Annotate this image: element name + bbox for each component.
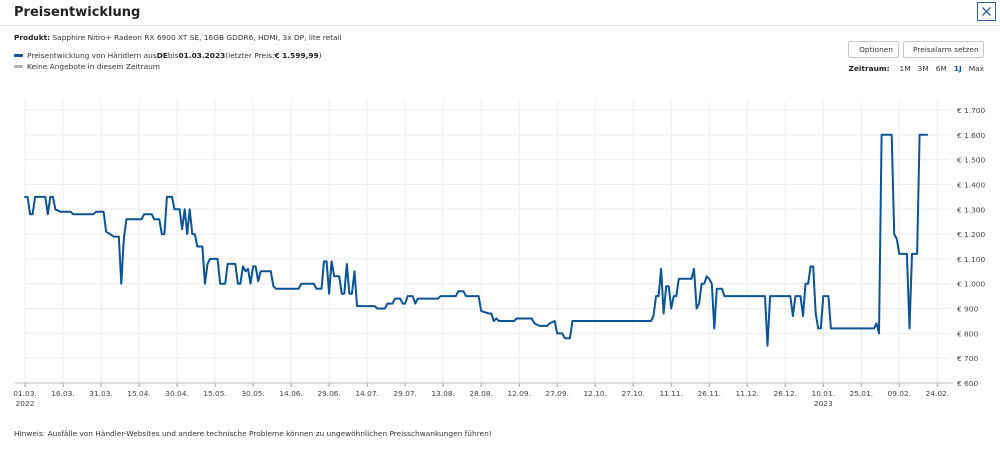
x-tick-label: 26.12.: [774, 389, 798, 398]
x-tick-label: 29.06.: [317, 389, 341, 398]
x-tick-label: 15.04.: [127, 389, 151, 398]
price-chart: € 600 € 700 € 800 € 900 € 1.000 € 1.100 € 1.20…: [13, 100, 986, 408]
price-series-line: [24, 133, 929, 347]
range-option-6m[interactable]: 6M: [935, 64, 947, 73]
options-label: Optionen: [859, 45, 893, 54]
dialog-title: Preisentwicklung: [14, 5, 141, 20]
y-tick-label: € 1.700: [957, 106, 986, 115]
legend-no-offers-text: Keine Angebote in diesem Zeitraum: [27, 62, 160, 71]
options-button[interactable]: Optionen: [848, 41, 899, 58]
x-tick-label: 01.03.: [13, 389, 37, 398]
x-tick-label: 30.04.: [165, 389, 189, 398]
x-tick-year-label: 2023: [814, 399, 833, 408]
product-name: Sapphire Nitro+ Radeon RX 6900 XT SE, 16…: [52, 33, 342, 42]
x-tick-label: 24.02.: [926, 389, 950, 398]
y-tick-label: € 1.100: [957, 255, 986, 264]
y-tick-label: € 1.600: [957, 131, 986, 140]
x-tick-label: 12.09.: [507, 389, 531, 398]
hint-text: Hinweis: Ausfälle von Händler-Websites u…: [14, 429, 492, 438]
x-tick-label: 11.11.: [659, 389, 683, 398]
x-tick-label: 11.12.: [736, 389, 760, 398]
x-tick-label: 12.10.: [583, 389, 607, 398]
y-tick-label: € 700: [957, 354, 978, 363]
legend: Preisentwicklung von Händlern aus DE bis…: [14, 50, 322, 72]
price-alarm-label: Preisalarm setzen: [913, 45, 979, 54]
legend-swatch-price: [14, 54, 23, 57]
x-tick-label: 16.03.: [51, 389, 75, 398]
y-tick-label: € 600: [957, 379, 978, 388]
x-tick-label: 15.05.: [203, 389, 227, 398]
range-option-3m[interactable]: 3M: [917, 64, 929, 73]
legend-item-no-offers[interactable]: Keine Angebote in diesem Zeitraum: [14, 61, 322, 72]
x-tick-label: 25.01.: [850, 389, 874, 398]
y-tick-label: € 1.000: [957, 280, 986, 289]
legend-item-price[interactable]: Preisentwicklung von Händlern aus DE bis…: [14, 50, 322, 61]
x-tick-label: 09.02.: [888, 389, 912, 398]
x-tick-label: 29.07.: [393, 389, 417, 398]
header-divider: [0, 25, 1000, 26]
legend-text-c: (letzter Preis:: [225, 51, 275, 60]
x-tick-label: 26.11.: [697, 389, 721, 398]
x-tick-label: 31.03.: [89, 389, 113, 398]
x-tick-label: 13.08.: [431, 389, 455, 398]
y-tick-label: € 1.500: [957, 156, 986, 165]
legend-date: 01.03.2023: [178, 51, 226, 60]
range-option-1y[interactable]: 1J: [953, 64, 962, 73]
x-tick-label: 27.10.: [621, 389, 645, 398]
legend-swatch-no-offers: [14, 65, 23, 68]
close-icon: [982, 7, 991, 16]
y-tick-label: € 800: [957, 329, 978, 338]
x-tick-label: 27.09.: [545, 389, 569, 398]
product-line: Produkt: Sapphire Nitro+ Radeon RX 6900 …: [14, 33, 342, 42]
product-label: Produkt:: [14, 33, 51, 42]
legend-country: DE: [156, 51, 168, 60]
range-selector: Zeitraum: 1M 3M 6M 1J Max: [849, 64, 984, 73]
x-tick-label: 14.07.: [355, 389, 379, 398]
legend-text-b: bis: [167, 51, 179, 60]
x-tick-label: 30.05.: [241, 389, 265, 398]
legend-price: € 1.599,99: [274, 51, 319, 60]
x-tick-label: 10.01.: [812, 389, 836, 398]
x-tick-label: 14.06.: [279, 389, 303, 398]
range-label: Zeitraum:: [848, 64, 890, 73]
legend-text-a: Preisentwicklung von Händlern aus: [27, 51, 157, 60]
x-tick-label: 28.08.: [469, 389, 493, 398]
legend-text-d: ): [318, 51, 322, 60]
range-option-max[interactable]: Max: [968, 64, 984, 73]
x-tick-year-label: 2022: [16, 399, 35, 408]
y-tick-label: € 1.400: [957, 180, 986, 189]
y-tick-label: € 1.200: [957, 230, 986, 239]
price-alarm-button[interactable]: Preisalarm setzen: [903, 41, 984, 58]
chevron-down-icon: [854, 49, 855, 50]
y-tick-label: € 1.300: [957, 205, 986, 214]
close-button[interactable]: [977, 2, 996, 21]
range-option-1m[interactable]: 1M: [899, 64, 911, 73]
y-tick-label: € 900: [957, 305, 978, 314]
